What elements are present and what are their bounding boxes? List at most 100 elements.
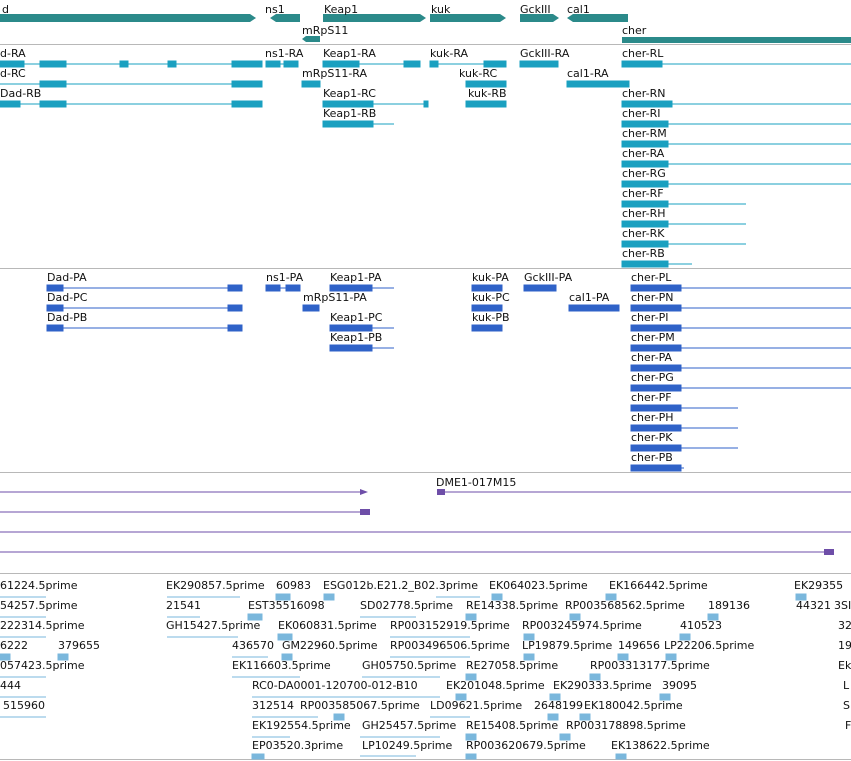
clone-label-dme1-017m15[interactable]: DME1-017M15 (436, 476, 517, 489)
transcript-label-dad-rb[interactable]: Dad-RB (0, 87, 42, 100)
transcript-label-cher-rn[interactable]: cher-RN (622, 87, 666, 100)
est-label[interactable]: RP003585067.5prime (300, 699, 420, 712)
transcript-feature-kuk-rc[interactable] (465, 80, 507, 88)
gene-label-ns1[interactable]: ns1 (265, 3, 285, 16)
est-label[interactable]: 60983 (276, 579, 311, 592)
protein-feature-cher-pf[interactable] (630, 404, 738, 412)
est-label[interactable]: LP22206.5prime (664, 639, 755, 652)
est-feature-row-6[interactable] (0, 693, 671, 701)
protein-feature-keap1-pb[interactable] (329, 344, 394, 352)
est-label[interactable]: 19 (838, 639, 851, 652)
est-feature-row-8[interactable] (252, 733, 571, 741)
protein-label-dad-pc[interactable]: Dad-PC (47, 291, 88, 304)
est-label[interactable]: RP003620679.5prime (466, 739, 586, 752)
transcript-label-cher-rm[interactable]: cher-RM (622, 127, 667, 140)
transcript-label-cher-ra[interactable]: cher-RA (622, 147, 665, 160)
protein-label-cher-pm[interactable]: cher-PM (631, 331, 675, 344)
est-label[interactable]: GM22960.5prime (282, 639, 378, 652)
protein-feature-cher-pa[interactable] (630, 364, 851, 372)
protein-feature-cher-pb[interactable] (630, 464, 684, 472)
protein-label-cal1-pa[interactable]: cal1-PA (569, 291, 610, 304)
protein-label-cher-pl[interactable]: cher-PL (631, 271, 672, 284)
transcript-feature-kuk-ra[interactable] (429, 60, 507, 68)
protein-label-keap1-pc[interactable]: Keap1-PC (330, 311, 383, 324)
transcript-label-cher-rf[interactable]: cher-RF (622, 187, 664, 200)
transcript-label-keap1-rb[interactable]: Keap1-RB (323, 107, 377, 120)
transcript-feature-ns1-ra[interactable] (265, 60, 299, 68)
est-label[interactable]: RE27058.5prime (466, 659, 559, 672)
protein-label-cher-ph[interactable]: cher-PH (631, 411, 674, 424)
transcript-label-kuk-ra[interactable]: kuk-RA (430, 47, 469, 60)
protein-label-dad-pa[interactable]: Dad-PA (47, 271, 87, 284)
est-label[interactable]: 54257.5prime (0, 599, 78, 612)
transcript-feature-keap1-rc[interactable] (322, 100, 429, 108)
transcript-feature-cher-rh[interactable] (621, 220, 746, 228)
est-label[interactable]: EK060831.5prime (278, 619, 377, 632)
est-label[interactable]: RE14338.5prime (466, 599, 559, 612)
protein-feature-kuk-pc[interactable] (471, 304, 503, 312)
protein-label-kuk-pa[interactable]: kuk-PA (472, 271, 509, 284)
protein-label-cher-pb[interactable]: cher-PB (631, 451, 673, 464)
est-label[interactable]: 410523 (680, 619, 722, 632)
gene-feature-gckiii[interactable] (520, 14, 559, 22)
est-label[interactable]: RC0-DA0001-120700-012-B10 (252, 679, 418, 692)
est-label[interactable]: 3SI (834, 599, 851, 612)
est-feature-row-9[interactable] (251, 753, 627, 760)
est-label[interactable]: EK29355 (794, 579, 844, 592)
protein-feature-cher-pi[interactable] (630, 324, 851, 332)
gene-label-keap1[interactable]: Keap1 (324, 3, 359, 16)
est-label[interactable]: EK138622.5prime (611, 739, 710, 752)
est-label[interactable]: EK290857.5prime (166, 579, 265, 592)
transcript-feature-keap1-ra[interactable] (322, 60, 421, 68)
est-label[interactable]: RE15408.5prime (466, 719, 559, 732)
protein-label-mrps11-pa[interactable]: mRpS11-PA (303, 291, 367, 304)
est-label[interactable]: 32 (838, 619, 851, 632)
est-label[interactable]: 312514 (252, 699, 294, 712)
est-label[interactable]: GH15427.5prime (166, 619, 261, 632)
gene-label-cher[interactable]: cher (622, 24, 647, 37)
est-label[interactable]: EP03520.3prime (252, 739, 344, 752)
est-label[interactable]: L (843, 679, 850, 692)
protein-label-keap1-pb[interactable]: Keap1-PB (330, 331, 383, 344)
est-label[interactable]: RP003245974.5prime (522, 619, 642, 632)
est-label[interactable]: 61224.5prime (0, 579, 78, 592)
transcript-label-kuk-rc[interactable]: kuk-RC (459, 67, 498, 80)
protein-label-cher-pf[interactable]: cher-PF (631, 391, 672, 404)
est-label[interactable]: 379655 (58, 639, 100, 652)
gene-feature-ns1[interactable] (270, 14, 300, 22)
transcript-feature-cher-rb[interactable] (621, 260, 692, 268)
transcript-feature-cher-rg[interactable] (621, 180, 851, 188)
clone-feature-dme1-017m15[interactable] (437, 489, 851, 495)
protein-feature-dad-pb[interactable] (46, 324, 243, 332)
est-feature-row-2[interactable] (0, 613, 719, 621)
est-label[interactable]: 189136 (708, 599, 750, 612)
est-label[interactable]: RP003313177.5prime (590, 659, 710, 672)
est-label[interactable]: 515960 (3, 699, 45, 712)
transcript-label-cher-ri[interactable]: cher-RI (622, 107, 661, 120)
protein-label-kuk-pc[interactable]: kuk-PC (472, 291, 510, 304)
transcript-feature-keap1-rb[interactable] (322, 120, 394, 128)
protein-label-dad-pb[interactable]: Dad-PB (47, 311, 88, 324)
transcript-feature-cher-rl[interactable] (621, 60, 851, 68)
transcript-label-cher-rg[interactable]: cher-RG (622, 167, 666, 180)
protein-feature-gckiii-pa[interactable] (523, 284, 557, 292)
transcript-feature-cher-rk[interactable] (621, 240, 746, 248)
est-label[interactable]: LD09621.5prime (430, 699, 523, 712)
transcript-feature-kuk-rb[interactable] (465, 100, 507, 108)
est-label[interactable]: LP10249.5prime (362, 739, 453, 752)
transcript-feature-d-rc[interactable] (0, 80, 263, 88)
gene-label-d[interactable]: d (2, 3, 9, 16)
transcript-feature-cher-rf[interactable] (621, 200, 746, 208)
transcript-feature-cher-ra[interactable] (621, 160, 851, 168)
est-label[interactable]: RP003178898.5prime (566, 719, 686, 732)
est-label[interactable]: GH05750.5prime (362, 659, 457, 672)
est-label[interactable]: EK201048.5prime (446, 679, 545, 692)
protein-label-cher-pa[interactable]: cher-PA (631, 351, 673, 364)
est-label[interactable]: EK116603.5prime (232, 659, 331, 672)
est-label[interactable]: 6222 (0, 639, 28, 652)
transcript-feature-dad-rb[interactable] (0, 100, 263, 108)
est-label[interactable]: EK180042.5prime (584, 699, 683, 712)
protein-feature-kuk-pb[interactable] (471, 324, 503, 332)
est-label[interactable]: Ek (838, 659, 851, 672)
clone-feature-4[interactable] (0, 549, 834, 555)
